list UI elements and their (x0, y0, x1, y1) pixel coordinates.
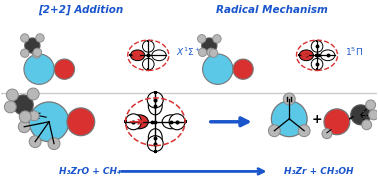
Circle shape (209, 49, 218, 57)
Circle shape (369, 110, 378, 120)
Circle shape (283, 93, 295, 105)
Text: Radical Mechanism: Radical Mechanism (215, 5, 327, 15)
Circle shape (54, 59, 74, 79)
Circle shape (147, 92, 163, 108)
Circle shape (147, 136, 163, 152)
Text: H₃ZrO + CH₄: H₃ZrO + CH₄ (59, 167, 121, 176)
Circle shape (18, 121, 30, 133)
Text: $X^1\Sigma^+$: $X^1\Sigma^+$ (176, 45, 201, 58)
Circle shape (298, 125, 310, 137)
Bar (124, 120, 127, 123)
Circle shape (324, 109, 350, 135)
Circle shape (169, 114, 185, 130)
Circle shape (271, 101, 307, 137)
Text: H₃Zr + CH₃OH: H₃Zr + CH₃OH (284, 167, 354, 176)
Circle shape (21, 108, 33, 120)
Circle shape (351, 105, 371, 125)
Ellipse shape (299, 50, 313, 61)
Bar (147, 40, 149, 42)
Ellipse shape (130, 50, 145, 61)
Ellipse shape (130, 115, 148, 129)
Bar (129, 54, 132, 56)
Text: [2+2] Addition: [2+2] Addition (38, 5, 124, 15)
Circle shape (25, 38, 40, 53)
Ellipse shape (162, 115, 180, 129)
Circle shape (362, 120, 372, 130)
Bar (316, 40, 318, 42)
Circle shape (5, 101, 16, 113)
Ellipse shape (143, 58, 154, 70)
Text: +: + (312, 113, 322, 126)
Circle shape (20, 34, 29, 42)
Circle shape (27, 88, 39, 100)
Circle shape (125, 114, 141, 130)
Ellipse shape (148, 97, 162, 115)
Circle shape (24, 54, 54, 84)
Circle shape (202, 38, 217, 53)
Circle shape (203, 54, 233, 84)
Circle shape (48, 138, 60, 150)
Bar (316, 68, 318, 71)
Circle shape (33, 48, 42, 56)
Bar (154, 91, 157, 94)
Bar (298, 54, 300, 56)
Ellipse shape (152, 50, 166, 61)
Circle shape (19, 111, 31, 123)
Circle shape (29, 102, 69, 142)
Ellipse shape (321, 50, 335, 61)
Text: $1^5\Pi$: $1^5\Pi$ (345, 45, 363, 58)
Circle shape (67, 108, 95, 136)
Circle shape (268, 125, 280, 137)
Circle shape (207, 48, 215, 56)
Circle shape (13, 95, 33, 115)
Bar (184, 120, 186, 123)
Circle shape (366, 100, 376, 110)
Circle shape (6, 89, 18, 101)
Circle shape (198, 48, 207, 56)
Ellipse shape (148, 129, 162, 147)
Circle shape (213, 35, 221, 43)
Circle shape (198, 35, 206, 43)
Circle shape (29, 136, 41, 148)
Circle shape (36, 34, 44, 42)
Circle shape (33, 50, 41, 58)
Circle shape (29, 111, 39, 121)
Ellipse shape (311, 58, 323, 70)
Bar (154, 150, 157, 153)
Circle shape (322, 129, 332, 139)
Circle shape (233, 59, 253, 79)
Circle shape (20, 49, 29, 57)
Bar (147, 68, 149, 71)
Ellipse shape (143, 41, 154, 52)
Ellipse shape (311, 41, 323, 52)
